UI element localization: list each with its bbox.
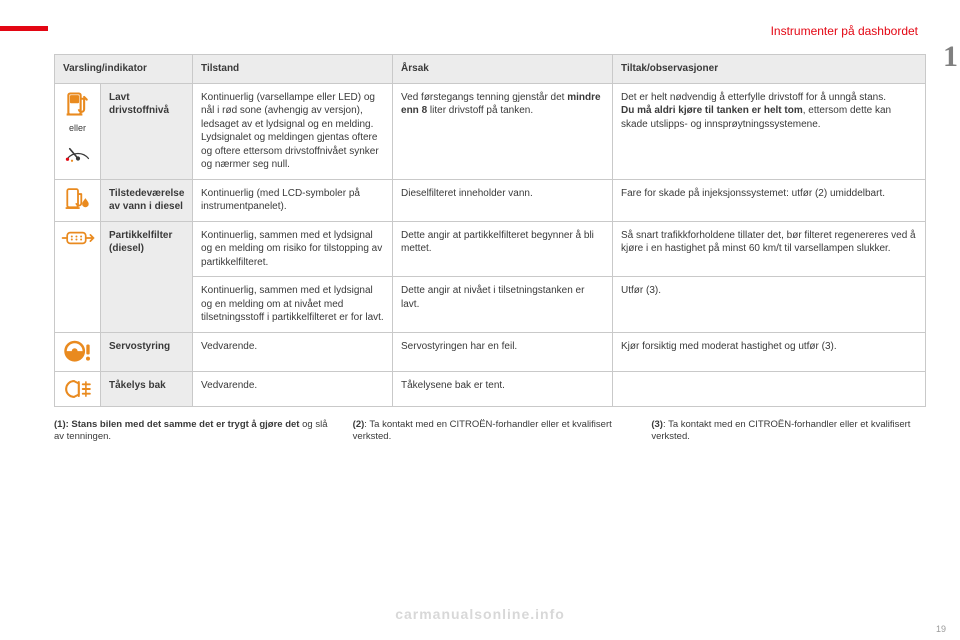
row-label-fuel: Lavt drivstoffnivå — [101, 83, 193, 179]
cell-fog-tilstand: Vedvarende. — [193, 371, 393, 406]
row-label-water: Tilstedeværelse av vann i diesel — [101, 179, 193, 221]
cell-fog-arsak: Tåkelysene bak er tent. — [393, 371, 613, 406]
fuel-gauge-icon — [63, 138, 93, 164]
cell-fuel-tiltak: Det er helt nødvendig å etterfylle drivs… — [613, 83, 926, 179]
col-tiltak: Tiltak/observasjoner — [613, 55, 926, 84]
footnote-2: (2): Ta kontakt med en CITROËN-forhandle… — [353, 419, 628, 445]
cell-fuel-arsak: Ved førstegangs tenning gjenstår det min… — [393, 83, 613, 179]
red-tab-decoration — [0, 26, 48, 31]
cell-fog-tiltak — [613, 371, 926, 406]
watermark: carmanualsonline.info — [0, 606, 960, 622]
footnote-text: : Ta kontakt med en CITROËN-forhandler e… — [353, 419, 612, 443]
cell-servo-tilstand: Vedvarende. — [193, 332, 393, 371]
footnote-text: : Ta kontakt med en CITROËN-forhandler e… — [651, 419, 910, 443]
cell-dpf-arsak1: Dette angir at partikkelfilteret begynne… — [393, 221, 613, 277]
manual-page: Instrumenter på dashbordet 1 Varsling/in… — [0, 0, 960, 640]
cell-servo-arsak: Servostyringen har en feil. — [393, 332, 613, 371]
cell-fuel-tilstand: Kontinuerlig (varsellampe eller LED) og … — [193, 83, 393, 179]
page-number: 19 — [936, 624, 946, 634]
cell-water-arsak: Dieselfilteret inneholder vann. — [393, 179, 613, 221]
table-row: eller Lavt drivstoffnivå Kontinu — [55, 83, 926, 179]
cell-dpf-tiltak1: Så snart trafikkforholdene tillater det,… — [613, 221, 926, 277]
footnote-bold: (3) — [651, 419, 663, 430]
cell-water-tilstand: Kontinuerlig (med LCD-symboler på instru… — [193, 179, 393, 221]
cell-water-tiltak: Fare for skade på injeksjonssystemet: ut… — [613, 179, 926, 221]
row-label-dpf: Partikkelfilter (diesel) — [101, 221, 193, 332]
table-row: Tilstedeværelse av vann i diesel Kontinu… — [55, 179, 926, 221]
icon-cell-dpf — [55, 221, 101, 332]
power-steering-icon — [63, 339, 93, 365]
cell-dpf-tiltak2: Utfør (3). — [613, 277, 926, 333]
section-number: 1 — [943, 40, 958, 74]
table-row: Servostyring Vedvarende. Servostyringen … — [55, 332, 926, 371]
cell-dpf-arsak2: Dette angir at nivået i tilsetningstanke… — [393, 277, 613, 333]
cell-dpf-tilstand1: Kontinuerlig, sammen med et lydsignal og… — [193, 221, 393, 277]
text: liter drivstoff på tanken. — [427, 105, 533, 116]
breadcrumb: Instrumenter på dashbordet — [771, 24, 918, 38]
icon-cell-fuel: eller — [55, 83, 101, 179]
icon-cell-servo — [55, 332, 101, 371]
eller-label: eller — [57, 122, 98, 134]
particulate-filter-icon — [61, 228, 95, 248]
footnote-bold: (2) — [353, 419, 365, 430]
rear-fog-light-icon — [63, 378, 93, 400]
table-row: Partikkelfilter (diesel) Kontinuerlig, s… — [55, 221, 926, 277]
fuel-pump-icon — [64, 90, 92, 118]
footnotes: (1): Stans bilen med det samme det er tr… — [54, 419, 926, 445]
text: Ved førstegangs tenning gjenstår det — [401, 92, 567, 103]
text: Det er helt nødvendig å etterfylle drivs… — [621, 92, 886, 103]
col-indicator: Varsling/indikator — [55, 55, 193, 84]
footnote-1: (1): Stans bilen med det samme det er tr… — [54, 419, 329, 445]
footnote-bold: (1): Stans bilen med det samme det er tr… — [54, 419, 299, 430]
col-arsak: Årsak — [393, 55, 613, 84]
row-label-fog: Tåkelys bak — [101, 371, 193, 406]
row-label-servo: Servostyring — [101, 332, 193, 371]
warning-table-wrap: Varsling/indikator Tilstand Årsak Tiltak… — [54, 54, 926, 407]
text-bold: Du må aldri kjøre til tanken er helt tom — [621, 105, 803, 116]
cell-dpf-tilstand2: Kontinuerlig, sammen med et lydsignal og… — [193, 277, 393, 333]
col-tilstand: Tilstand — [193, 55, 393, 84]
icon-cell-water — [55, 179, 101, 221]
water-in-fuel-icon — [64, 186, 92, 212]
table-row: Tåkelys bak Vedvarende. Tåkelysene bak e… — [55, 371, 926, 406]
cell-servo-tiltak: Kjør forsiktig med moderat hastighet og … — [613, 332, 926, 371]
icon-cell-fog — [55, 371, 101, 406]
footnote-3: (3): Ta kontakt med en CITROËN-forhandle… — [651, 419, 926, 445]
warning-table: Varsling/indikator Tilstand Årsak Tiltak… — [54, 54, 926, 407]
